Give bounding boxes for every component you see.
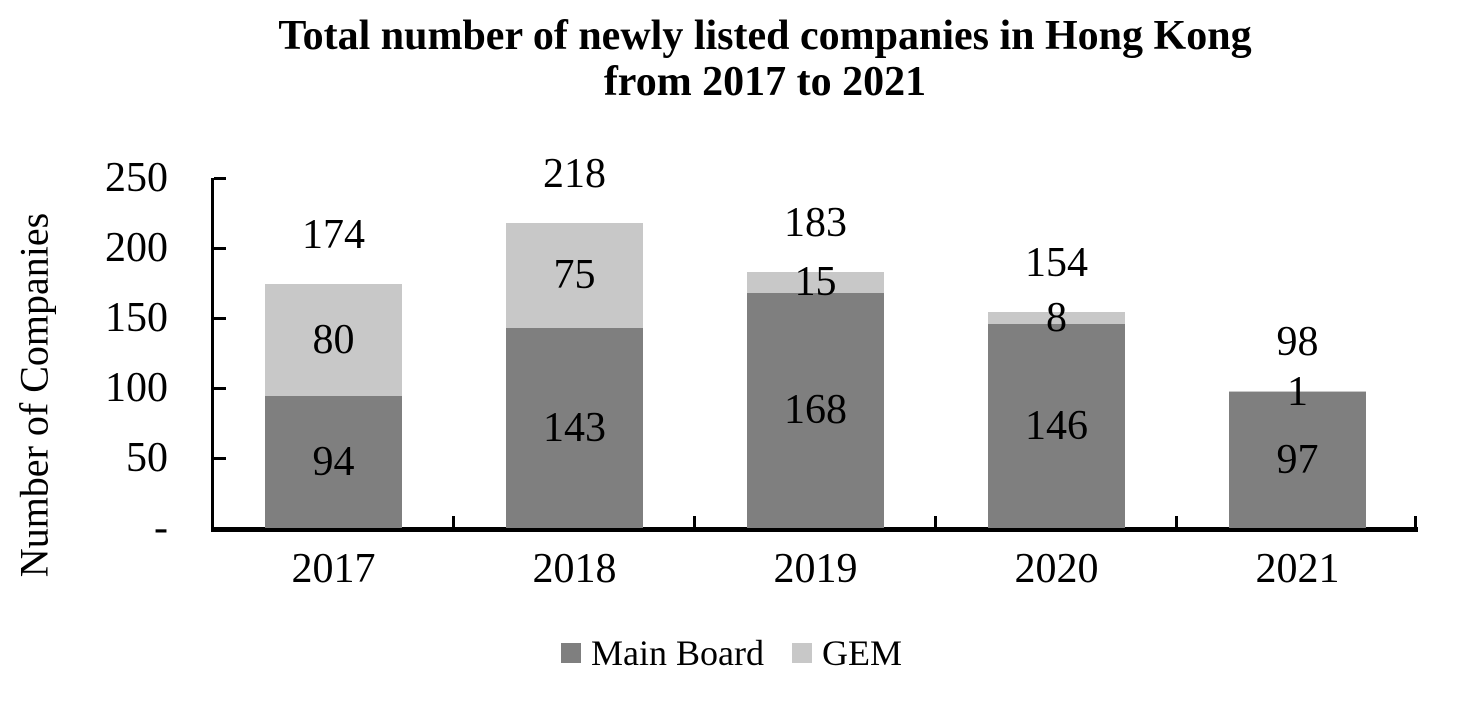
bar-value-main-board: 143 xyxy=(543,404,606,451)
y-axis-tick-label: 100 xyxy=(105,365,168,411)
x-axis-tick xyxy=(452,516,455,528)
y-axis-tick xyxy=(214,317,226,320)
x-axis-category-label: 2019 xyxy=(773,546,858,592)
legend-swatch-gem-icon xyxy=(791,643,812,663)
bar-total-label: 98 xyxy=(1276,318,1319,365)
y-axis-tick-label: 50 xyxy=(126,435,168,481)
legend: Main Board GEM xyxy=(0,633,1463,673)
bar-segment-gem xyxy=(747,271,884,293)
chart-title-line-2: from 2017 to 2021 xyxy=(603,59,927,105)
y-axis-tick-label: 200 xyxy=(105,225,168,271)
legend-label-gem: GEM xyxy=(821,633,902,673)
legend-swatch-main-board-icon xyxy=(561,643,582,663)
bar-value-main-board: 146 xyxy=(1025,402,1088,449)
bar-value-gem: 75 xyxy=(553,252,596,299)
bar-segment-gem xyxy=(988,312,1125,324)
bar-segment-main-board xyxy=(747,292,884,528)
legend-item-main-board: Main Board xyxy=(561,633,764,673)
y-axis-tick-label: 250 xyxy=(105,155,168,201)
bar-segment-gem xyxy=(265,284,402,397)
bar-value-gem: 80 xyxy=(312,317,355,364)
bar-value-gem: 15 xyxy=(794,259,837,306)
y-axis-tick xyxy=(214,247,226,250)
y-axis-tick-label: 150 xyxy=(105,295,168,341)
bar-segment-gem xyxy=(1229,390,1366,393)
x-axis-tick xyxy=(934,516,937,528)
bar-segment-main-board xyxy=(265,396,402,528)
chart-title: Total number of newly listed companies i… xyxy=(278,13,1251,105)
bar-total-label: 174 xyxy=(302,212,365,259)
legend-label-main-board: Main Board xyxy=(591,633,764,673)
bar-value-main-board: 97 xyxy=(1276,437,1319,484)
bar-total-label: 154 xyxy=(1025,240,1088,287)
legend-item-gem: GEM xyxy=(791,633,902,673)
y-axis-line xyxy=(211,178,214,532)
bar-total-label: 183 xyxy=(784,199,847,246)
x-axis-category-label: 2021 xyxy=(1255,546,1340,592)
bar-segment-main-board xyxy=(1229,392,1366,528)
x-axis-tick xyxy=(693,516,696,528)
x-axis-tick xyxy=(1414,516,1417,528)
x-axis-tick xyxy=(1175,516,1178,528)
chart-title-line-1: Total number of newly listed companies i… xyxy=(278,13,1252,59)
x-axis-category-label: 2018 xyxy=(532,546,617,592)
y-axis-tick xyxy=(214,177,226,180)
bar-segment-gem xyxy=(506,222,643,328)
x-axis-category-label: 2020 xyxy=(1014,546,1099,592)
y-axis-tick-label: - xyxy=(154,505,168,551)
y-axis-tick xyxy=(214,457,226,460)
bar-segment-main-board xyxy=(506,327,643,528)
bar-segment-main-board xyxy=(988,323,1125,528)
bar-value-gem: 1 xyxy=(1287,368,1308,415)
x-axis-category-label: 2017 xyxy=(291,546,376,592)
y-axis-tick xyxy=(214,387,226,390)
bar-value-main-board: 168 xyxy=(784,387,847,434)
bar-total-label: 218 xyxy=(543,150,606,197)
bar-value-gem: 8 xyxy=(1046,295,1067,341)
bar-value-main-board: 94 xyxy=(312,439,355,486)
x-axis-line xyxy=(211,527,1418,532)
